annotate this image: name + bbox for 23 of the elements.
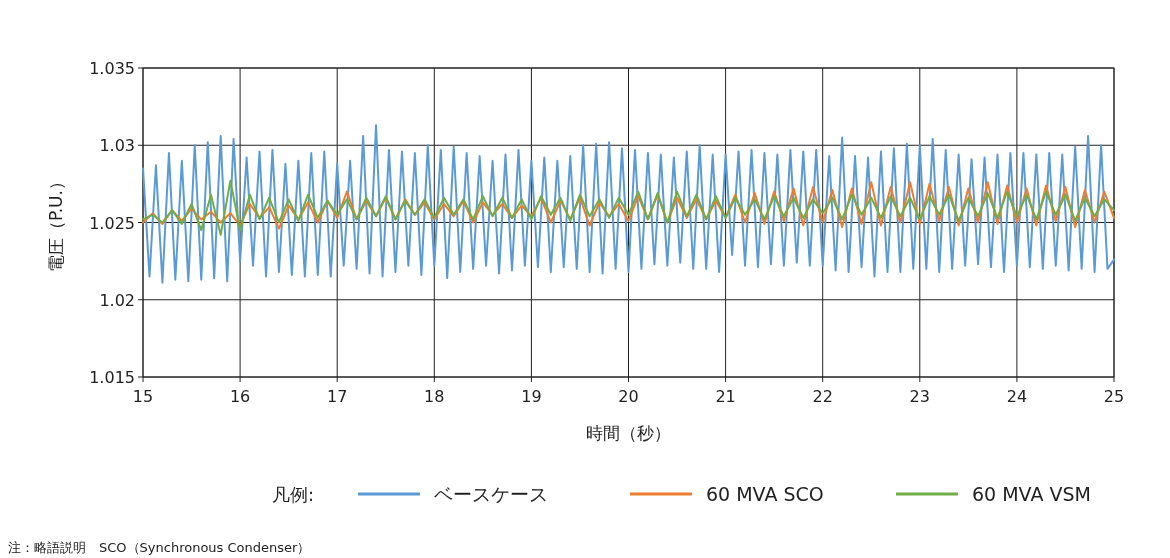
legend-label: 60 MVA SCO [706, 483, 824, 505]
x-axis-title: 時間（秒） [586, 423, 671, 443]
y-tick-label: 1.035 [89, 59, 135, 78]
x-tick-label: 23 [909, 387, 930, 406]
x-tick-label: 20 [618, 387, 639, 406]
x-tick-label: 25 [1103, 387, 1125, 406]
y-tick-label: 1.025 [89, 213, 135, 233]
legend-label: ベースケース [434, 483, 548, 505]
legend-label: 60 MVA VSM [972, 483, 1091, 505]
y-tick-label: 1.03 [99, 136, 135, 156]
text: 注：略語説明 SCO（Synchronous Condenser） [8, 540, 311, 555]
y-tick-label: 1.015 [89, 368, 135, 387]
x-tick-label: 22 [812, 387, 833, 406]
y-axis-title: 電圧（P.U.） [46, 173, 66, 272]
y-tick-label: 1.02 [99, 290, 135, 310]
x-tick-label: 21 [715, 387, 736, 406]
x-tick-label: 16 [229, 387, 251, 406]
x-tick-label: 24 [1006, 387, 1028, 406]
x-tick-label: 17 [327, 387, 348, 406]
legend-title: 凡例: [272, 484, 315, 505]
x-tick-label: 18 [424, 387, 445, 406]
x-tick-label: 19 [521, 387, 542, 406]
x-tick-label: 15 [132, 387, 154, 406]
